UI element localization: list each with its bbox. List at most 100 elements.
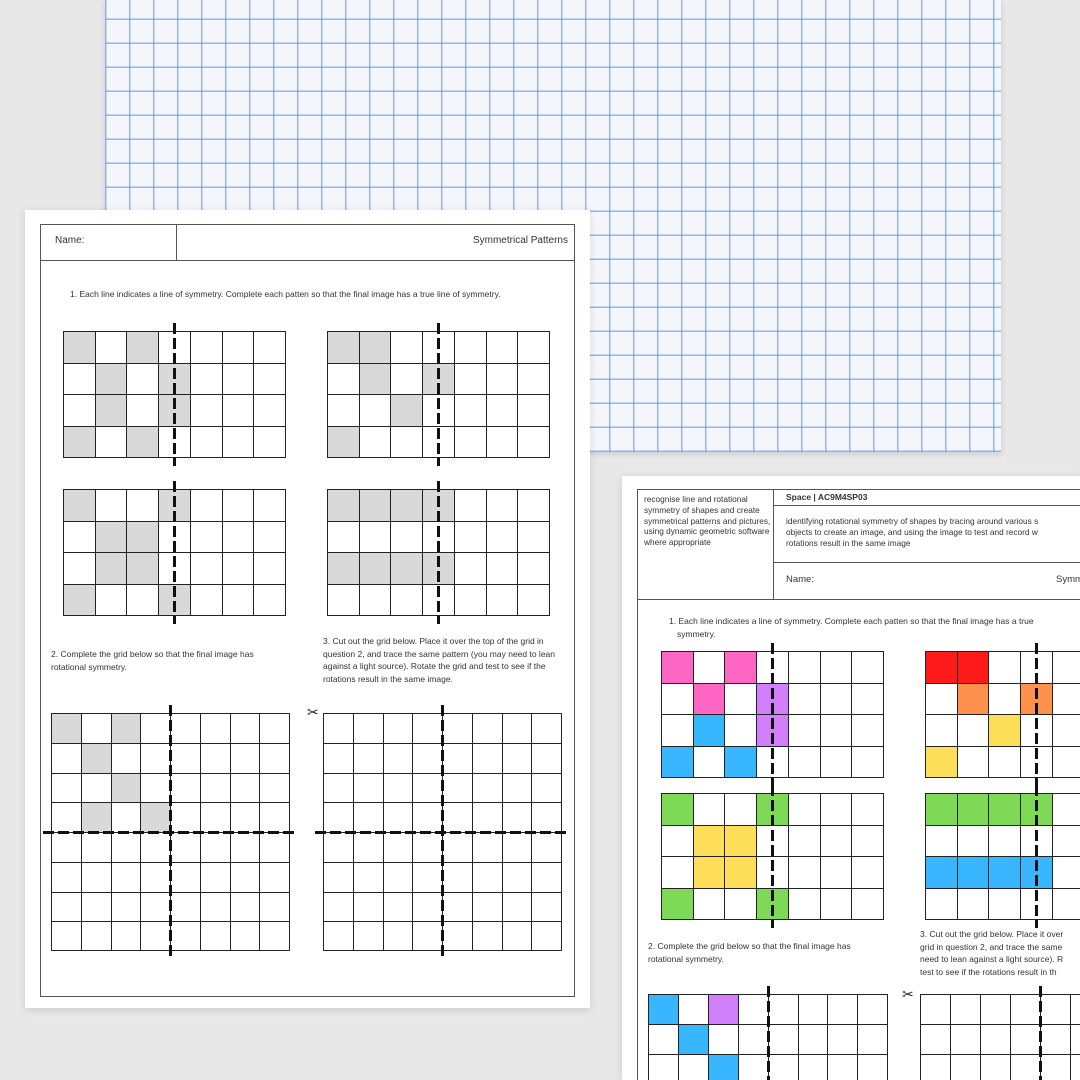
grid-cell[interactable] <box>358 362 392 396</box>
grid-cell[interactable] <box>170 772 202 804</box>
grid-cell[interactable] <box>787 888 821 920</box>
grid-cell[interactable] <box>453 584 487 616</box>
grid-cell[interactable] <box>51 742 83 774</box>
grid-cell[interactable] <box>51 921 83 951</box>
grid-cell[interactable] <box>920 1023 952 1056</box>
grid-cell[interactable] <box>323 713 355 745</box>
grid-cell[interactable] <box>517 394 551 428</box>
grid-cell[interactable] <box>851 888 885 920</box>
grid-cell[interactable] <box>453 394 487 428</box>
grid-cell[interactable] <box>648 1023 680 1056</box>
grid-cell[interactable] <box>323 891 355 923</box>
grid-cell[interactable] <box>221 394 255 428</box>
grid-cell[interactable] <box>661 714 694 748</box>
grid-cell[interactable] <box>661 888 694 920</box>
grid-cell[interactable] <box>501 891 533 923</box>
grid-cell[interactable] <box>94 394 128 428</box>
grid-cell[interactable] <box>94 331 128 364</box>
grid-cell[interactable] <box>221 552 255 586</box>
grid-cell[interactable] <box>661 824 694 858</box>
grid-cell[interactable] <box>988 793 1022 826</box>
grid-cell[interactable] <box>189 362 223 396</box>
grid-cell[interactable] <box>724 824 758 858</box>
grid-cell[interactable] <box>988 856 1022 890</box>
grid-cell[interactable] <box>517 489 551 522</box>
grid-cell[interactable] <box>979 1053 1011 1080</box>
grid-cell[interactable] <box>692 793 726 826</box>
grid-cell[interactable] <box>531 832 563 864</box>
grid-cell[interactable] <box>63 489 96 522</box>
grid-cell[interactable] <box>517 552 551 586</box>
grid-cell[interactable] <box>390 552 424 586</box>
grid-cell[interactable] <box>517 331 551 364</box>
grid-cell[interactable] <box>358 520 392 554</box>
grid-cell[interactable] <box>259 713 291 745</box>
grid-cell[interactable] <box>170 802 202 834</box>
grid-cell[interactable] <box>189 394 223 428</box>
grid-cell[interactable] <box>358 489 392 522</box>
grid-cell[interactable] <box>471 861 503 893</box>
grid-cell[interactable] <box>851 856 885 890</box>
grid-cell[interactable] <box>956 651 990 684</box>
grid-cell[interactable] <box>382 832 414 864</box>
grid-cell[interactable] <box>229 802 261 834</box>
grid-cell[interactable] <box>661 651 694 684</box>
grid-cell[interactable] <box>1009 994 1041 1026</box>
grid-cell[interactable] <box>724 746 758 778</box>
grid-cell[interactable] <box>677 994 710 1026</box>
grid-cell[interactable] <box>126 362 160 396</box>
grid-cell[interactable] <box>412 713 444 745</box>
grid-cell[interactable] <box>767 1023 799 1056</box>
grid-cell[interactable] <box>501 742 533 774</box>
grid-cell[interactable] <box>327 584 360 616</box>
grid-cell[interactable] <box>412 832 444 864</box>
grid-cell[interactable] <box>517 362 551 396</box>
grid-cell[interactable] <box>80 921 112 951</box>
grid-cell[interactable] <box>531 921 563 951</box>
grid-cell[interactable] <box>253 552 287 586</box>
grid-cell[interactable] <box>819 682 853 716</box>
grid-cell[interactable] <box>692 856 726 890</box>
grid-cell[interactable] <box>358 394 392 428</box>
grid-cell[interactable] <box>352 861 384 893</box>
grid-cell[interactable] <box>382 713 414 745</box>
grid-cell[interactable] <box>531 891 563 923</box>
grid-cell[interactable] <box>956 888 990 920</box>
grid-cell[interactable] <box>677 1053 710 1080</box>
grid-cell[interactable] <box>126 520 160 554</box>
grid-cell[interactable] <box>724 856 758 890</box>
grid-cell[interactable] <box>259 832 291 864</box>
grid-cell[interactable] <box>485 331 519 364</box>
grid-cell[interactable] <box>253 331 287 364</box>
grid-cell[interactable] <box>253 362 287 396</box>
grid-cell[interactable] <box>259 742 291 774</box>
grid-cell[interactable] <box>352 772 384 804</box>
grid-cell[interactable] <box>442 861 474 893</box>
grid-cell[interactable] <box>819 824 853 858</box>
grid-cell[interactable] <box>988 714 1022 748</box>
grid-cell[interactable] <box>390 520 424 554</box>
grid-cell[interactable] <box>221 362 255 396</box>
grid-cell[interactable] <box>787 793 821 826</box>
grid-cell[interactable] <box>352 921 384 951</box>
grid-cell[interactable] <box>199 861 231 893</box>
grid-cell[interactable] <box>253 520 287 554</box>
grid-cell[interactable] <box>51 713 83 745</box>
grid-cell[interactable] <box>737 994 769 1026</box>
grid-cell[interactable] <box>229 742 261 774</box>
grid-cell[interactable] <box>920 994 952 1026</box>
grid-cell[interactable] <box>1009 1053 1041 1080</box>
grid-cell[interactable] <box>199 742 231 774</box>
grid-cell[interactable] <box>1009 1023 1041 1056</box>
grid-cell[interactable] <box>323 802 355 834</box>
grid-cell[interactable] <box>925 651 958 684</box>
grid-cell[interactable] <box>80 713 112 745</box>
grid-cell[interactable] <box>323 742 355 774</box>
grid-cell[interactable] <box>80 742 112 774</box>
grid-cell[interactable] <box>51 772 83 804</box>
grid-cell[interactable] <box>221 584 255 616</box>
grid-cell[interactable] <box>531 713 563 745</box>
grid-cell[interactable] <box>229 832 261 864</box>
grid-cell[interactable] <box>221 520 255 554</box>
grid-cell[interactable] <box>988 746 1022 778</box>
